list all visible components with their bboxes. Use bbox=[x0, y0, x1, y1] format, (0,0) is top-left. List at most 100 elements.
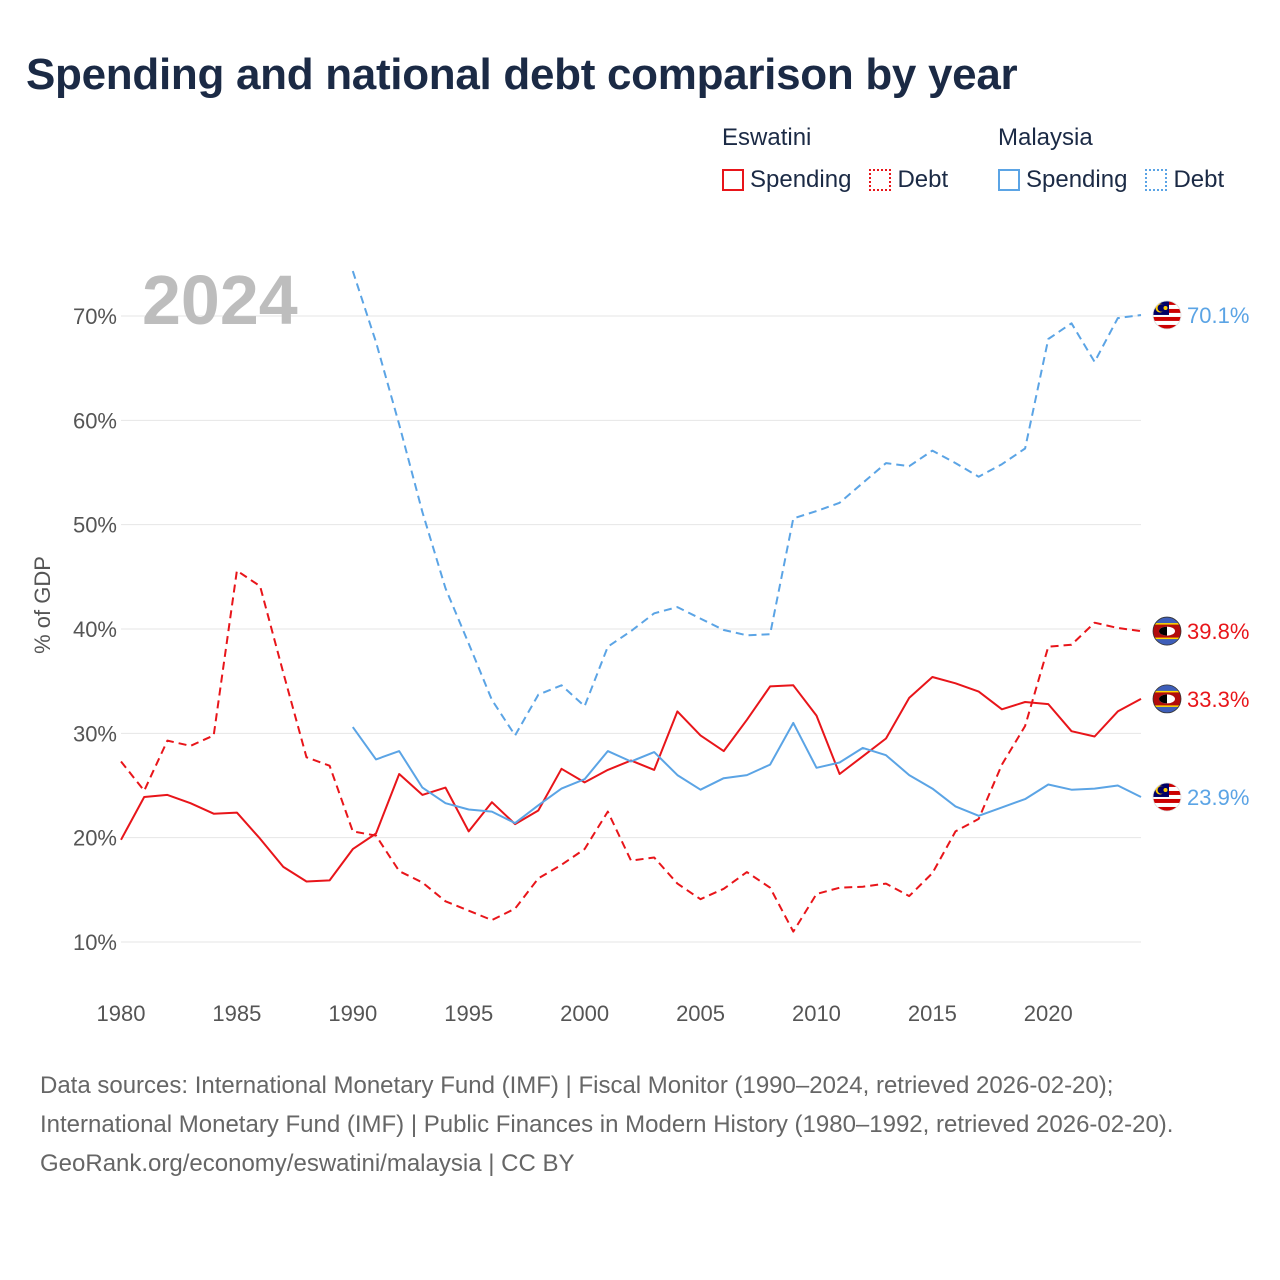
legend-item-malaysia-debt[interactable]: Debt bbox=[1145, 166, 1224, 194]
data-point-eswatini-spending-2007 bbox=[745, 718, 749, 722]
legend-item-malaysia-spending[interactable]: Spending bbox=[998, 166, 1127, 194]
y-tick-label-40: 40% bbox=[73, 617, 117, 642]
data-point-malaysia-spending-1994 bbox=[443, 801, 447, 805]
data-point-eswatini-debt-2005 bbox=[698, 897, 702, 901]
x-tick-label-1990: 1990 bbox=[328, 1001, 377, 1026]
data-point-eswatini-spending-2024 bbox=[1139, 697, 1143, 701]
data-point-eswatini-spending-1988 bbox=[304, 879, 308, 883]
data-point-eswatini-spending-1999 bbox=[559, 767, 563, 771]
data-point-eswatini-spending-2016 bbox=[953, 681, 957, 685]
data-point-malaysia-debt-2020 bbox=[1046, 337, 1050, 341]
end-label-eswatini-debt: 39.8% bbox=[1187, 619, 1249, 644]
data-point-malaysia-spending-2016 bbox=[953, 804, 957, 808]
data-point-malaysia-spending-2005 bbox=[698, 788, 702, 792]
data-point-eswatini-debt-2016 bbox=[953, 829, 957, 833]
data-point-eswatini-spending-2018 bbox=[1000, 707, 1004, 711]
series-line-eswatini-spending bbox=[120, 676, 1142, 883]
y-tick-label-10: 10% bbox=[73, 930, 117, 955]
y-axis-ticks: 10% 20% 30% 40% 50% 60% 70% bbox=[73, 304, 117, 955]
data-point-eswatini-debt-1983 bbox=[188, 744, 192, 748]
data-point-eswatini-spending-2022 bbox=[1092, 734, 1096, 738]
legend-group-eswatini: Eswatini Spending Debt bbox=[722, 124, 948, 194]
data-point-eswatini-debt-2006 bbox=[722, 887, 726, 891]
data-point-eswatini-debt-2004 bbox=[675, 881, 679, 885]
data-point-eswatini-debt-1995 bbox=[467, 909, 471, 913]
data-point-malaysia-spending-2021 bbox=[1069, 788, 1073, 792]
data-point-eswatini-debt-2020 bbox=[1046, 645, 1050, 649]
x-tick-label-1995: 1995 bbox=[444, 1001, 493, 1026]
data-point-eswatini-debt-1987 bbox=[281, 671, 285, 675]
data-point-eswatini-debt-2024 bbox=[1139, 629, 1143, 633]
data-point-eswatini-spending-2004 bbox=[675, 709, 679, 713]
series-lines bbox=[119, 269, 1143, 933]
data-point-eswatini-spending-1985 bbox=[235, 810, 239, 814]
legend-item-label: Debt bbox=[1173, 166, 1225, 193]
data-point-malaysia-spending-2017 bbox=[977, 814, 981, 818]
data-point-malaysia-spending-1997 bbox=[513, 821, 517, 825]
data-point-eswatini-debt-1993 bbox=[420, 880, 424, 884]
data-point-malaysia-spending-1999 bbox=[559, 786, 563, 790]
data-sources: Data sources: International Monetary Fun… bbox=[40, 1072, 1174, 1138]
data-point-malaysia-debt-1993 bbox=[420, 510, 424, 514]
credit-link[interactable]: GeoRank.org/economy/eswatini/malaysia | … bbox=[40, 1150, 575, 1177]
legend-swatch-solid bbox=[998, 169, 1020, 191]
data-point-malaysia-spending-2000 bbox=[582, 777, 586, 781]
data-point-malaysia-debt-1990 bbox=[351, 269, 355, 273]
data-point-eswatini-debt-1989 bbox=[327, 764, 331, 768]
data-point-eswatini-spending-1990 bbox=[351, 847, 355, 851]
legend-group-label: Malaysia bbox=[998, 124, 1093, 151]
data-point-eswatini-debt-2011 bbox=[837, 886, 841, 890]
data-point-eswatini-debt-1991 bbox=[374, 833, 378, 837]
data-point-malaysia-debt-2001 bbox=[606, 645, 610, 649]
data-point-eswatini-debt-2018 bbox=[1000, 762, 1004, 766]
x-tick-label-2015: 2015 bbox=[908, 1001, 957, 1026]
series-line-eswatini-debt bbox=[120, 569, 1142, 933]
data-point-malaysia-spending-2009 bbox=[791, 721, 795, 725]
data-point-eswatini-debt-2008 bbox=[768, 886, 772, 890]
data-point-eswatini-debt-2021 bbox=[1069, 643, 1073, 647]
data-point-malaysia-debt-2009 bbox=[791, 516, 795, 520]
data-point-malaysia-debt-2000 bbox=[582, 704, 586, 708]
end-label-eswatini-spending: 33.3% bbox=[1187, 687, 1249, 712]
malaysia-flag-icon bbox=[1152, 782, 1182, 812]
data-point-malaysia-spending-2003 bbox=[652, 750, 656, 754]
data-point-malaysia-debt-1999 bbox=[559, 683, 563, 687]
data-point-eswatini-debt-2013 bbox=[884, 881, 888, 885]
data-point-eswatini-debt-1980 bbox=[119, 759, 123, 763]
data-point-malaysia-spending-2022 bbox=[1092, 786, 1096, 790]
data-point-eswatini-spending-1995 bbox=[467, 829, 471, 833]
data-point-eswatini-spending-2019 bbox=[1023, 700, 1027, 704]
data-point-malaysia-spending-1990 bbox=[351, 725, 355, 729]
data-point-eswatini-debt-2007 bbox=[745, 870, 749, 874]
data-point-eswatini-debt-2010 bbox=[814, 892, 818, 896]
data-point-eswatini-spending-1994 bbox=[443, 785, 447, 789]
data-point-malaysia-spending-2004 bbox=[675, 773, 679, 777]
y-tick-label-70: 70% bbox=[73, 304, 117, 329]
data-point-malaysia-spending-2015 bbox=[930, 786, 934, 790]
data-point-malaysia-spending-2013 bbox=[884, 753, 888, 757]
data-point-malaysia-debt-2022 bbox=[1092, 360, 1096, 364]
data-point-eswatini-debt-1996 bbox=[490, 918, 494, 922]
data-point-malaysia-spending-2001 bbox=[606, 749, 610, 753]
data-point-malaysia-spending-2019 bbox=[1023, 797, 1027, 801]
data-point-malaysia-debt-2005 bbox=[698, 616, 702, 620]
data-point-eswatini-spending-1980 bbox=[119, 838, 123, 842]
data-point-eswatini-debt-1999 bbox=[559, 863, 563, 867]
series-line-malaysia-spending bbox=[351, 721, 1142, 825]
legend-item-label: Spending bbox=[1026, 166, 1128, 193]
x-tick-label-2005: 2005 bbox=[676, 1001, 725, 1026]
data-point-malaysia-spending-2006 bbox=[722, 776, 726, 780]
data-point-eswatini-debt-2015 bbox=[930, 871, 934, 875]
y-axis-label: % of GDP bbox=[30, 556, 55, 654]
data-point-malaysia-debt-2016 bbox=[953, 461, 957, 465]
legend-item-eswatini-debt[interactable]: Debt bbox=[869, 166, 948, 194]
data-point-eswatini-spending-2012 bbox=[861, 754, 865, 758]
legend-group-label: Eswatini bbox=[722, 124, 812, 151]
legend-item-eswatini-spending[interactable]: Spending bbox=[722, 166, 851, 194]
data-point-eswatini-spending-1981 bbox=[142, 795, 146, 799]
eswatini-flag-icon bbox=[1152, 684, 1182, 714]
data-point-eswatini-spending-1992 bbox=[397, 772, 401, 776]
data-point-malaysia-debt-2018 bbox=[1000, 462, 1004, 466]
legend-group-malaysia: Malaysia Spending Debt bbox=[998, 124, 1224, 194]
data-point-malaysia-debt-1998 bbox=[536, 693, 540, 697]
